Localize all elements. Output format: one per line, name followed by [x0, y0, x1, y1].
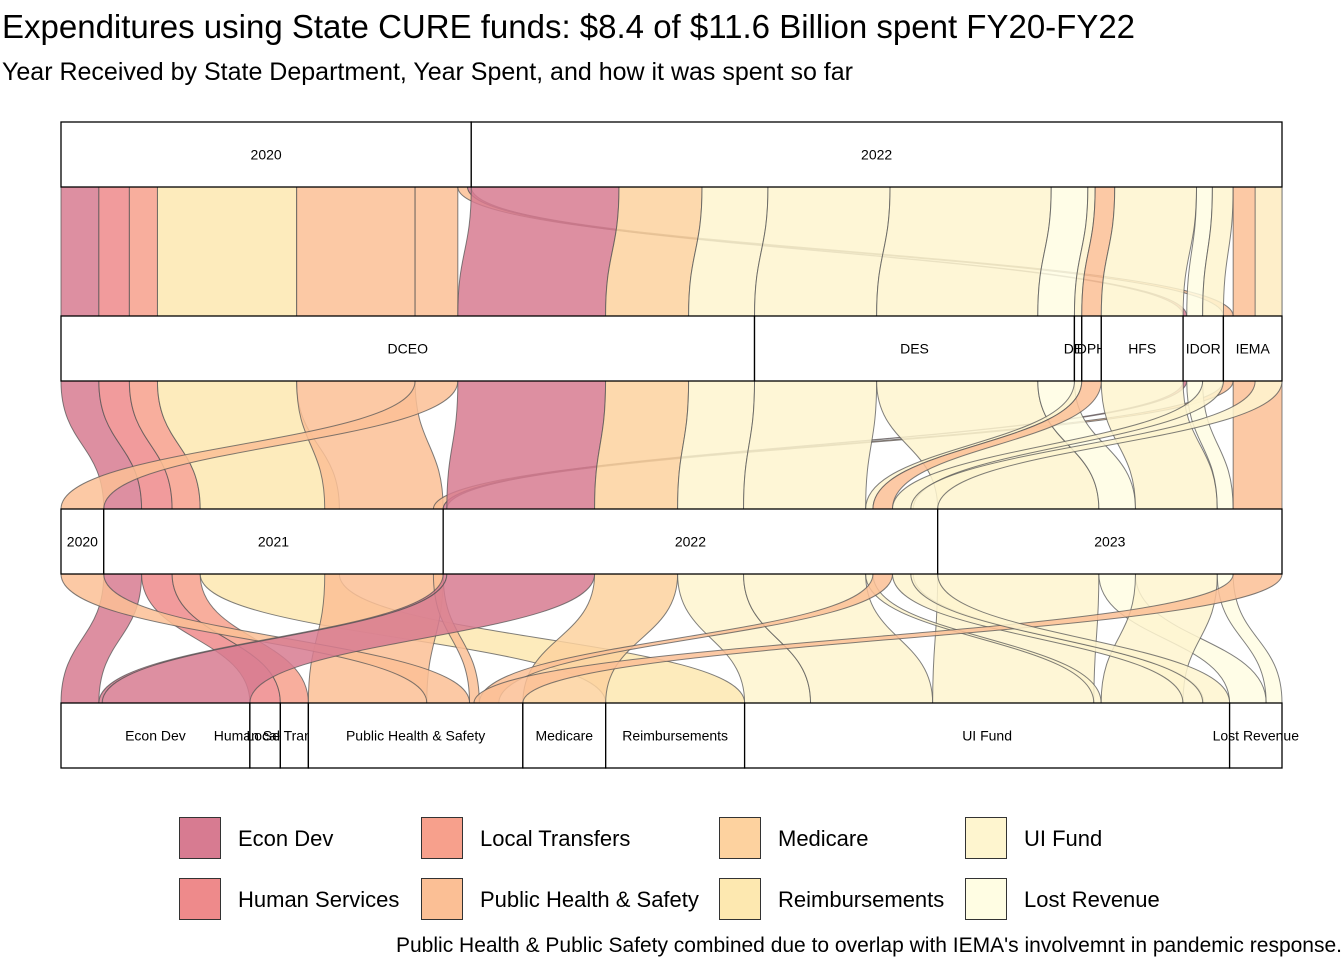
legend-label-6: UI Fund: [1024, 826, 1103, 851]
flow-ribbon-10-1: [677, 380, 756, 510]
stratum-label-0-0: 2020: [251, 147, 282, 163]
stratum-label-1-1: DES: [900, 341, 929, 357]
chart-title: Expenditures using State CURE funds: $8.…: [2, 8, 1136, 45]
flow-ribbon-12-0: [876, 186, 1052, 317]
flow-ribbon-1-0: [98, 186, 130, 317]
stratum-label-1-6: IEMA: [1236, 341, 1271, 357]
stratum-label-3-7: Lost Revenue: [1213, 728, 1300, 744]
stratum-box-2-3: [937, 508, 1283, 575]
stratum-label-3-6: UI Fund: [962, 728, 1012, 744]
flow-ribbon-5-0: [414, 186, 459, 317]
stratum-label-1-4: HFS: [1128, 341, 1156, 357]
flow-ribbon-9-1: [594, 380, 690, 510]
flow-ribbon-21-0: [1254, 186, 1283, 317]
stratum-label-1-5: IDOR: [1186, 341, 1221, 357]
stratum-box-3-0: [60, 702, 251, 769]
legend-swatch-1: [179, 878, 221, 920]
legend-swatch-6: [965, 817, 1007, 859]
flow-ribbon-9-0: [605, 186, 703, 317]
legend-swatch-0: [179, 817, 221, 859]
stratum-box-3-1: [249, 702, 281, 769]
chart-subtitle: Year Received by State Department, Year …: [2, 58, 853, 86]
legend-swatch-2: [421, 817, 463, 859]
legend-swatch-4: [719, 817, 761, 859]
flow-ribbon-3-0: [156, 186, 298, 317]
legend-label-2: Local Transfers: [480, 826, 631, 851]
stratum-box-1-0: [60, 315, 756, 382]
flow-ribbon-8-1: [446, 380, 607, 510]
stratum-box-3-5: [605, 702, 746, 769]
stratum-label-3-3: Public Health & Safety: [346, 728, 485, 744]
stratum-box-1-5: [1182, 315, 1225, 382]
legend-label-0: Econ Dev: [238, 826, 334, 851]
legend-label-5: Reimbursements: [778, 887, 945, 912]
stratum-box-1-1: [753, 315, 1076, 382]
stratum-box-3-7: [1228, 702, 1283, 769]
stratum-box-2-0: [60, 508, 105, 575]
stratum-box-2-2: [442, 508, 939, 575]
legend-label-7: Lost Revenue: [1024, 887, 1160, 912]
stratum-label-2-3: 2023: [1094, 534, 1125, 550]
stratum-label-3-5: Reimbursements: [622, 728, 728, 744]
legend-label-1: Human Services: [238, 887, 400, 912]
flow-ribbon-0-0: [60, 186, 100, 317]
stratum-box-0-0: [60, 121, 472, 188]
chart-caption: Public Health & Public Safety combined d…: [396, 934, 1342, 957]
stratum-label-3-4: Medicare: [535, 728, 593, 744]
stratum-box-2-1: [103, 508, 444, 575]
legend-swatch-3: [421, 878, 463, 920]
stratum-label-2-1: 2021: [258, 534, 289, 550]
flow-ribbon-8-0: [457, 186, 620, 317]
flow-ribbon-11-0: [754, 186, 891, 317]
stratum-label-2-2: 2022: [675, 534, 706, 550]
stratum-box-1-6: [1222, 315, 1283, 382]
legend-label-4: Medicare: [778, 826, 869, 851]
flow-ribbon-4-0: [296, 186, 416, 317]
flow-ribbon-2-0: [128, 186, 158, 317]
stratum-label-1-3: DPH: [1077, 341, 1107, 357]
stratum-box-3-6: [743, 702, 1231, 769]
flow-ribbon-16-0: [1100, 186, 1198, 317]
stratum-label-1-0: DCEO: [388, 341, 429, 357]
legend-swatch-7: [965, 878, 1007, 920]
legend-label-3: Public Health & Safety: [480, 887, 699, 912]
legend-swatch-5: [719, 878, 761, 920]
stratum-box-3-2: [279, 702, 310, 769]
stratum-label-3-0: Econ Dev: [125, 728, 186, 744]
stratum-box-1-4: [1100, 315, 1184, 382]
flow-ribbon-11-1: [743, 380, 878, 510]
flows-layer: [60, 186, 1283, 704]
stratum-label-0-1: 2022: [861, 147, 892, 163]
stratum-label-2-0: 2020: [67, 534, 98, 550]
stratum-box-0-1: [470, 121, 1283, 188]
